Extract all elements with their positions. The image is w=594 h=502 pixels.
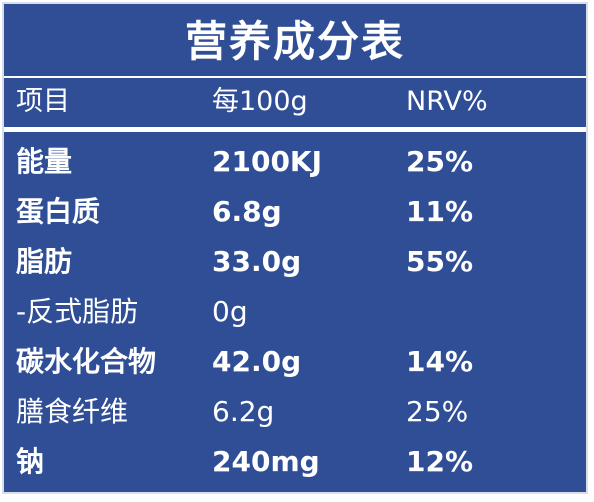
row-nrv: 11% (406, 195, 474, 228)
row-amount: 33.0g (212, 245, 302, 278)
table-row: 膳食纤维 6.2g 25% (4, 387, 586, 437)
row-name: 能量 (16, 145, 73, 178)
row-amount: 6.8g (212, 195, 282, 228)
row-name: 脂肪 (16, 245, 73, 278)
table-row: 脂肪 33.0g 55% (4, 237, 586, 287)
table-title: 营养成分表 (184, 17, 405, 66)
row-nrv: 14% (406, 345, 474, 378)
header-item: 项目 (16, 86, 70, 117)
row-nrv: 55% (406, 245, 474, 278)
row-amount: 2100KJ (212, 145, 323, 178)
table-row: 能量 2100KJ 25% (4, 137, 586, 187)
row-name: 钠 (16, 445, 45, 478)
header-divider (4, 127, 586, 132)
table-row: 钠 240mg 12% (4, 437, 586, 487)
row-nrv: 12% (406, 445, 474, 478)
header-row: 项目 每100g NRV% (4, 79, 586, 125)
row-name: 膳食纤维 (16, 395, 129, 428)
row-nrv: 25% (406, 395, 469, 428)
row-amount: 42.0g (212, 345, 302, 378)
row-amount: 6.2g (212, 395, 275, 428)
header-nrv: NRV% (406, 86, 488, 117)
row-amount: 240mg (212, 445, 320, 478)
row-name: 碳水化合物 (16, 345, 157, 378)
row-name: 蛋白质 (16, 195, 101, 228)
title-divider (4, 76, 586, 78)
table-row: 蛋白质 6.8g 11% (4, 187, 586, 237)
nutrition-facts-table: 营养成分表 项目 每100g NRV% 能量 2100KJ 25% 蛋白质 6.… (2, 2, 588, 494)
table-row: 碳水化合物 42.0g 14% (4, 337, 586, 387)
row-amount: 0g (212, 295, 248, 328)
row-name: -反式脂肪 (16, 295, 139, 328)
table-row: -反式脂肪 0g (4, 287, 586, 337)
header-per-100g: 每100g (212, 86, 308, 117)
row-nrv: 25% (406, 145, 474, 178)
